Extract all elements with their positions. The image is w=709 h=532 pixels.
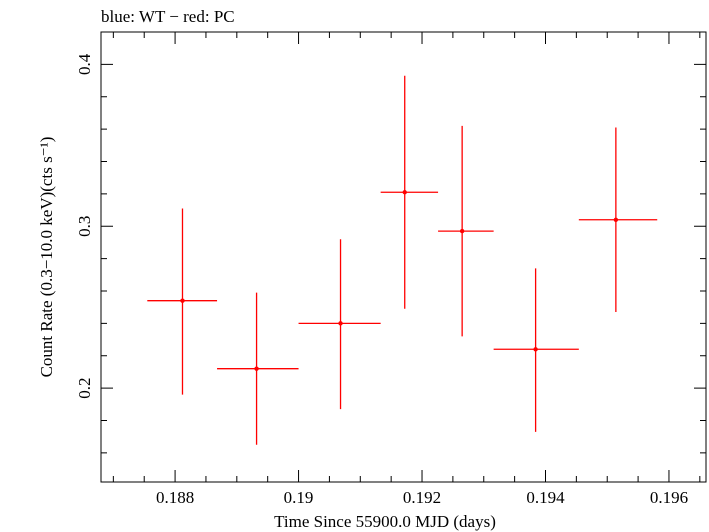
y-tick-label: 0.3 xyxy=(75,216,94,237)
plot-frame xyxy=(100,31,707,483)
data-points xyxy=(147,75,658,445)
data-point xyxy=(338,321,343,326)
chart-title: blue: WT − red: PC xyxy=(101,7,235,26)
data-point xyxy=(254,366,259,371)
data-point xyxy=(613,217,619,222)
x-axis-ticks: 0.188 0.19 0.192 0.194 0.196 xyxy=(112,32,701,507)
y-tick-label: 0.2 xyxy=(75,377,94,398)
x-tick-label: 0.194 xyxy=(526,488,565,507)
y-tick-label: 0.4 xyxy=(75,53,94,75)
y-axis-label: Count Rate (0.3−10.0 keV)(cts s⁻¹) xyxy=(37,137,56,378)
x-tick-label: 0.188 xyxy=(156,488,194,507)
data-point xyxy=(533,347,538,352)
x-tick-label: 0.19 xyxy=(284,488,314,507)
data-point xyxy=(180,298,185,303)
data-point xyxy=(459,228,465,234)
y-axis-ticks: 0.2 0.3 0.4 xyxy=(75,31,706,454)
x-axis-label: Time Since 55900.0 MJD (days) xyxy=(274,512,496,531)
data-point xyxy=(402,190,407,195)
x-tick-label: 0.196 xyxy=(650,488,688,507)
x-tick-label: 0.192 xyxy=(403,488,441,507)
